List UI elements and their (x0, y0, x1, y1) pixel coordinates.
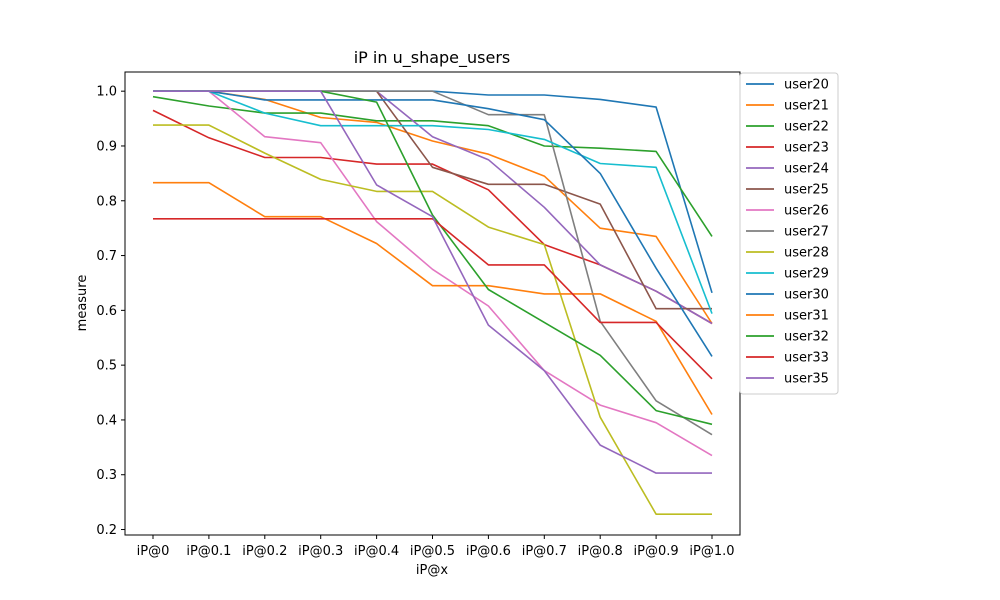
legend-label: user24 (784, 162, 829, 177)
legend-label: user27 (784, 225, 829, 240)
y-tick-label: 0.7 (96, 249, 117, 264)
y-axis-label: measure (75, 275, 90, 332)
series-line-user30 (153, 90, 713, 357)
legend-label: user29 (784, 267, 829, 282)
legend-label: user31 (784, 309, 829, 324)
x-tick-label: iP@0.5 (410, 544, 455, 559)
y-tick-label: 0.3 (96, 468, 117, 483)
x-tick-label: iP@0.6 (466, 544, 511, 559)
x-tick-label: iP@0.3 (298, 544, 343, 559)
series-line-user33 (153, 218, 713, 380)
legend-label: user28 (784, 246, 829, 261)
legend: user20 user21 user22 user23 user24 user25 user… (739, 72, 839, 395)
series-line-user35 (153, 90, 712, 474)
x-tick-label: iP@0.4 (354, 544, 399, 559)
y-axis: 0.2 0.3 0.4 0.5 0.6 0.7 0.8 0.9 1.0 (96, 85, 125, 538)
legend-label: user22 (784, 120, 829, 135)
x-tick-label: iP@0.2 (242, 544, 287, 559)
series-line-user22 (152, 95, 713, 237)
x-tick-label: iP@0 (137, 544, 170, 559)
series-line-user26 (153, 90, 713, 457)
series-line-user29 (153, 90, 713, 314)
x-axis-label: iP@x (416, 563, 448, 578)
y-tick-label: 0.2 (96, 523, 117, 538)
x-tick-label: iP@0.1 (186, 544, 231, 559)
legend-label: user23 (784, 141, 829, 156)
x-tick-label: iP@0.8 (578, 544, 623, 559)
legend-label: user32 (784, 330, 829, 345)
y-tick-label: 1.0 (96, 85, 117, 100)
y-tick-label: 0.6 (96, 304, 117, 319)
x-tick-label: iP@0.7 (522, 544, 567, 559)
legend-box (739, 72, 839, 395)
plot-lines (152, 90, 713, 516)
series-line-user31 (153, 181, 713, 415)
legend-label: user35 (784, 372, 829, 387)
series-line-user28 (153, 124, 712, 516)
y-tick-label: 0.9 (96, 139, 117, 154)
legend-label: user25 (784, 183, 829, 198)
legend-label: user30 (784, 288, 829, 303)
y-tick-label: 0.8 (96, 194, 117, 209)
y-tick-label: 0.5 (96, 359, 117, 374)
legend-label: user21 (784, 99, 829, 114)
chart-title: iP in u_shape_users (354, 48, 511, 68)
legend-label: user26 (784, 204, 829, 219)
legend-label: user33 (784, 351, 829, 366)
y-tick-label: 0.4 (96, 413, 117, 428)
x-tick-label: iP@0.9 (634, 544, 679, 559)
x-axis: iP@0 iP@0.1 iP@0.2 iP@0.3 iP@0.4 iP@0.5 iP@0.6… (137, 535, 735, 559)
x-tick-label: iP@1.0 (689, 544, 734, 559)
legend-label: user20 (784, 78, 829, 93)
